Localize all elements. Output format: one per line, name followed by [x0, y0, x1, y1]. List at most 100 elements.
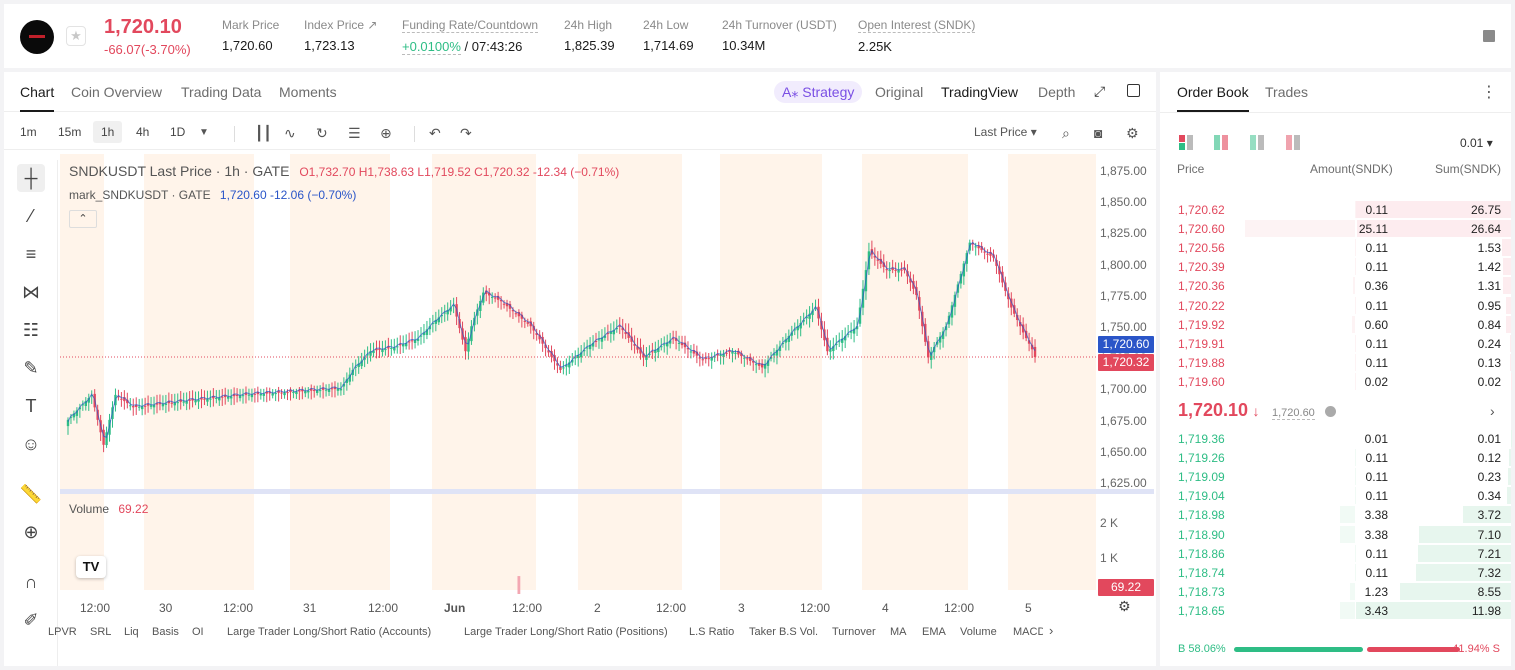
chart-settings-icon[interactable]: ⚙ [1118, 598, 1131, 614]
interval-dropdown-icon[interactable]: ▼ [199, 127, 209, 138]
bid-row[interactable]: 1,719.36 0.01 0.01 [1160, 429, 1511, 448]
ask-row[interactable]: 1,720.56 0.11 1.53 [1160, 238, 1511, 257]
guide-book-icon[interactable] [1483, 30, 1495, 42]
chevron-right-icon[interactable]: › [1490, 403, 1495, 419]
pane-separator[interactable] [60, 489, 1154, 494]
replay-icon[interactable]: ↻ [316, 125, 328, 141]
settings-gear-icon[interactable]: ⚙ [1126, 125, 1139, 141]
ask-row[interactable]: 1,719.88 0.11 0.13 [1160, 353, 1511, 372]
tab-chart[interactable]: Chart [20, 84, 55, 112]
undo-icon[interactable]: ↶ [429, 125, 441, 141]
more-options-icon[interactable]: ⋮ [1481, 84, 1497, 101]
view-depth[interactable]: Depth [1038, 84, 1076, 100]
indicator-basis[interactable]: Basis [152, 626, 179, 638]
indicator-volume[interactable]: Volume [960, 626, 997, 638]
view-both-icon[interactable] [1179, 135, 1194, 150]
favorite-star-icon[interactable]: ★ [66, 26, 86, 46]
bid-row[interactable]: 1,718.86 0.11 7.21 [1160, 544, 1511, 563]
text-icon[interactable]: T [25, 396, 37, 416]
indicator-liq[interactable]: Liq [124, 626, 139, 638]
indicator-taker-vol[interactable]: Taker B.S Vol. [749, 626, 819, 638]
view-asks-icon[interactable] [1286, 135, 1301, 150]
row-price: 1,719.36 [1178, 432, 1225, 446]
indicators-icon[interactable]: ∿ [284, 125, 296, 141]
ruler-icon[interactable]: 📏 [19, 484, 43, 504]
indicator-srl[interactable]: SRL [90, 626, 112, 638]
indicator-oi[interactable]: OI [192, 626, 204, 638]
stat-index-price[interactable]: Index Price ↗ 1,723.13 [304, 18, 378, 53]
candle-body [84, 401, 87, 406]
magnet-icon[interactable]: ∩ [24, 572, 38, 592]
ask-row[interactable]: 1,720.22 0.11 0.95 [1160, 296, 1511, 315]
crosshair-icon[interactable]: ┼ [17, 164, 45, 192]
interval-1d[interactable]: 1D [170, 125, 186, 139]
fib-icon[interactable]: ☷ [22, 320, 40, 340]
candle-body [544, 344, 547, 349]
precision-dropdown[interactable]: 0.01 ▾ [1460, 136, 1493, 150]
candle-type-icon[interactable]: ┃┃ [255, 125, 272, 141]
scroll-right-icon[interactable]: › [1049, 623, 1054, 638]
ask-row[interactable]: 1,720.62 0.11 26.75 [1160, 200, 1511, 219]
emoji-icon[interactable]: ☺ [21, 434, 41, 454]
templates-icon[interactable]: ☰ [348, 125, 361, 141]
bid-row[interactable]: 1,718.74 0.11 7.32 [1160, 563, 1511, 582]
bid-row[interactable]: 1,718.73 1.23 8.55 [1160, 582, 1511, 601]
mark-info-icon[interactable] [1325, 406, 1337, 417]
time-axis-label: Jun [444, 601, 466, 615]
strategy-button[interactable]: A⁎ Strategy [774, 81, 863, 103]
zoom-in-icon[interactable]: ⊕ [23, 522, 39, 542]
price-chart[interactable] [60, 154, 1154, 594]
indicator-ls-positions[interactable]: Large Trader Long/Short Ratio (Positions… [464, 626, 668, 638]
redo-icon[interactable]: ↷ [460, 125, 472, 141]
indicator-ma[interactable]: MA [890, 626, 907, 638]
add-indicator-icon[interactable]: ⊕ [380, 125, 392, 141]
ask-row[interactable]: 1,719.92 0.60 0.84 [1160, 315, 1511, 334]
indicator-lpvr[interactable]: LPVR [48, 626, 77, 638]
pattern-icon[interactable]: ⋈ [22, 282, 40, 302]
tab-moments[interactable]: Moments [279, 84, 337, 100]
interval-15m[interactable]: 15m [58, 125, 82, 139]
indicator-ls-accounts[interactable]: Large Trader Long/Short Ratio (Accounts) [227, 626, 432, 638]
tab-order-book[interactable]: Order Book [1177, 84, 1249, 112]
search-icon[interactable]: ⌕ [1062, 125, 1070, 141]
bid-row[interactable]: 1,719.26 0.11 0.12 [1160, 448, 1511, 467]
candle-body [464, 337, 467, 352]
view-original[interactable]: Original [875, 84, 924, 100]
bid-row[interactable]: 1,718.98 3.38 3.72 [1160, 505, 1511, 524]
indicator-ema[interactable]: EMA [922, 626, 946, 638]
tab-trading-data[interactable]: Trading Data [181, 84, 262, 100]
trendline-icon[interactable]: ⁄ [29, 206, 33, 226]
brush-icon[interactable]: ✎ [23, 358, 39, 378]
price-source-dropdown[interactable]: Last Price ▾ [974, 125, 1037, 139]
bid-row[interactable]: 1,718.90 3.38 7.10 [1160, 525, 1511, 544]
interval-1h[interactable]: 1h [93, 121, 123, 143]
indicator-ls-ratio[interactable]: L.S Ratio [689, 626, 735, 638]
bid-row[interactable]: 1,719.04 0.11 0.34 [1160, 486, 1511, 505]
interval-1m[interactable]: 1m [20, 125, 37, 139]
tab-coin-overview[interactable]: Coin Overview [71, 84, 163, 100]
row-sum: 3.72 [1477, 508, 1501, 523]
bid-row[interactable]: 1,718.65 3.43 11.98 [1160, 601, 1511, 620]
collapse-legend-button[interactable]: ⌃ [69, 210, 97, 228]
indicator-macd[interactable]: MACD [1013, 626, 1043, 638]
interval-4h[interactable]: 4h [136, 125, 150, 139]
lock-draw-icon[interactable]: ✐ [23, 610, 39, 630]
tab-trades[interactable]: Trades [1265, 84, 1309, 100]
window-icon[interactable] [1127, 84, 1140, 97]
bid-row[interactable]: 1,719.09 0.11 0.23 [1160, 467, 1511, 486]
row-price: 1,719.04 [1178, 489, 1225, 504]
ask-row[interactable]: 1,720.60 25.11 26.64 [1160, 219, 1511, 238]
indicator-turnover[interactable]: Turnover [832, 626, 876, 638]
ask-row[interactable]: 1,720.39 0.11 1.42 [1160, 257, 1511, 276]
fullscreen-icon[interactable]: ⤢ [1094, 83, 1106, 99]
view-split-icon[interactable] [1214, 135, 1229, 150]
view-bids-icon[interactable] [1250, 135, 1265, 150]
ask-row[interactable]: 1,719.60 0.02 0.02 [1160, 372, 1511, 391]
ask-row[interactable]: 1,720.36 0.36 1.31 [1160, 276, 1511, 295]
horizontal-lines-icon[interactable]: ≡ [25, 244, 37, 264]
ask-row[interactable]: 1,719.91 0.11 0.24 [1160, 334, 1511, 353]
camera-icon[interactable]: ◙ [1094, 125, 1103, 141]
view-tradingview[interactable]: TradingView [941, 84, 1019, 100]
candle-body [734, 352, 737, 354]
row-amount: 0.11 [1365, 565, 1388, 580]
